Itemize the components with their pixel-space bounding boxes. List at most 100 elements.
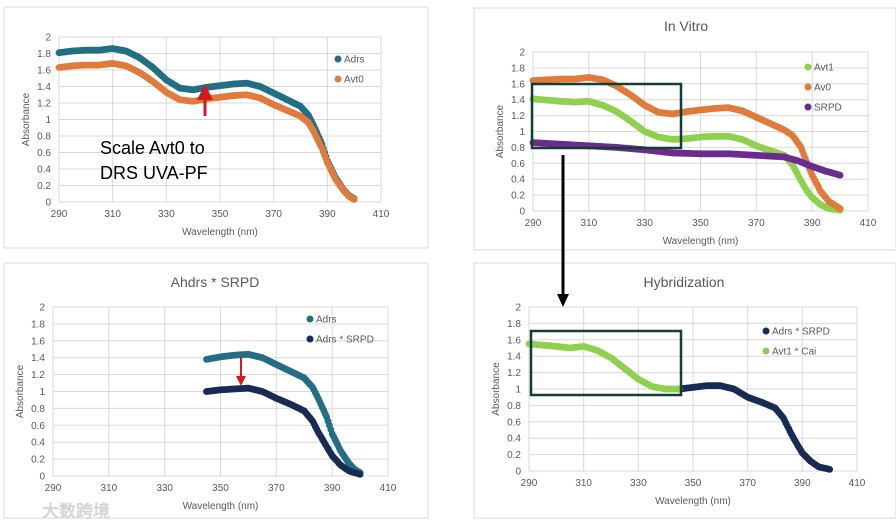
x-tick-label: 390 [324, 483, 341, 494]
legend-label: Avt1 * Cai [772, 347, 816, 358]
y-tick-label: 2 [519, 48, 525, 59]
x-tick-label: 350 [212, 209, 229, 220]
y-tick-label: 0.8 [31, 404, 45, 415]
y-tick-label: 1.8 [37, 49, 51, 60]
x-tick-label: 310 [104, 209, 121, 220]
data-point [356, 470, 364, 478]
series-av0 [529, 74, 844, 213]
highlight-box-in-vitro [530, 82, 683, 150]
highlight-box-hybridization [529, 329, 683, 397]
legend-label: Adrs * SRPD [772, 327, 830, 338]
x-tick-label: 390 [804, 218, 821, 229]
x-tick-label: 390 [319, 209, 336, 220]
x-tick-label: 350 [692, 218, 709, 229]
legend-marker [762, 347, 770, 355]
y-tick-label: 0.4 [31, 438, 45, 449]
y-tick-label: 0.4 [37, 165, 51, 176]
x-axis-title: Wavelength (nm) [663, 236, 739, 247]
x-tick-label: 310 [580, 218, 597, 229]
x-tick-label: 290 [51, 209, 68, 220]
y-tick-label: 2 [45, 33, 51, 44]
watermark-logo: 大数跨境 [42, 501, 110, 521]
legend-marker [804, 63, 812, 71]
x-tick-label: 410 [380, 483, 397, 494]
legend-marker [334, 75, 342, 83]
data-point [350, 196, 358, 203]
chart-2: 0 0.2 0.4 0.6 0.8 1 1.2 1.4 1.6 1.8 2 290 310 330 350 3… [473, 7, 896, 251]
series-adrs [55, 45, 358, 203]
y-tick-label: 0.4 [511, 175, 525, 186]
series-adrs-srpd [675, 382, 834, 473]
x-tick-label: 370 [268, 483, 285, 494]
red-down-arrow-head [236, 376, 246, 386]
x-tick-label: 370 [739, 478, 756, 489]
chart-title: Hybridization [644, 274, 725, 290]
series-avt0 [55, 60, 358, 203]
y-tick-label: 2 [515, 303, 521, 314]
y-tick-label: 1.4 [507, 352, 521, 363]
x-tick-label: 290 [521, 478, 538, 489]
legend-marker [334, 55, 342, 63]
y-tick-label: 0.2 [507, 450, 521, 461]
y-tick-label: 1.8 [31, 319, 45, 330]
connector-arrow-head [557, 294, 569, 307]
chart-panel [473, 7, 896, 251]
x-tick-label: 330 [630, 478, 647, 489]
y-tick-label: 0 [519, 207, 525, 218]
legend-label: Av0 [814, 83, 831, 94]
x-tick-label: 310 [575, 478, 592, 489]
y-tick-label: 1.6 [31, 336, 45, 347]
y-tick-label: 1.2 [507, 368, 521, 379]
y-axis-title: Absorbance [15, 364, 26, 418]
y-tick-label: 1 [45, 115, 51, 126]
y-tick-label: 1.8 [507, 319, 521, 330]
y-tick-label: 2 [39, 303, 45, 314]
y-tick-label: 1 [39, 387, 45, 398]
legend-marker [762, 327, 770, 335]
y-tick-label: 1 [519, 127, 525, 138]
y-tick-label: 0.6 [511, 159, 525, 170]
x-axis-title: Wavelength (nm) [655, 496, 731, 507]
y-tick-label: 0.8 [37, 132, 51, 143]
y-tick-label: 1.2 [511, 111, 525, 122]
data-point [826, 465, 834, 473]
y-tick-label: 0.2 [31, 455, 45, 466]
y-tick-label: 1.2 [31, 370, 45, 381]
chart-4: 0 0.2 0.4 0.6 0.8 1 1.2 1.4 1.6 1.8 2 290 310 330 350 3… [473, 262, 896, 519]
data-point [836, 171, 844, 179]
legend-marker [306, 335, 314, 343]
y-tick-label: 0 [39, 472, 45, 483]
legend-label: SRPD [814, 103, 842, 114]
x-tick-label: 330 [156, 483, 173, 494]
chart-3: 0 0.2 0.4 0.6 0.8 1 1.2 1.4 1.6 1.8 2 290 310 330 350 3… [3, 262, 429, 519]
x-axis-title: Wavelength (nm) [183, 501, 259, 512]
legend-label: Adrs [316, 315, 337, 326]
legend-marker [804, 83, 812, 91]
annotation-layer: Scale Avt0 to DRS UVA-PF [100, 82, 683, 397]
y-tick-label: 1.6 [507, 335, 521, 346]
x-tick-label: 390 [794, 478, 811, 489]
x-tick-label: 410 [373, 209, 390, 220]
y-axis-title: Absorbance [491, 362, 502, 416]
x-tick-label: 350 [212, 483, 229, 494]
x-tick-label: 310 [100, 483, 117, 494]
chart-title: Ahdrs * SRPD [171, 274, 260, 290]
y-tick-label: 0.8 [511, 143, 525, 154]
legend-marker [804, 103, 812, 111]
y-tick-label: 1.6 [37, 66, 51, 77]
series-adrs-srpd [203, 384, 364, 478]
chart-title: In Vitro [664, 18, 708, 34]
y-tick-label: 1.2 [37, 99, 51, 110]
data-point [836, 205, 844, 213]
x-tick-label: 290 [45, 483, 62, 494]
x-tick-label: 290 [525, 218, 542, 229]
y-tick-label: 0.2 [511, 191, 525, 202]
x-tick-label: 330 [158, 209, 175, 220]
x-tick-label: 370 [748, 218, 765, 229]
y-tick-label: 0.6 [37, 148, 51, 159]
red-up-arrow-head [197, 84, 213, 100]
x-tick-label: 330 [636, 218, 653, 229]
y-tick-label: 0.4 [507, 434, 521, 445]
y-tick-label: 0 [45, 198, 51, 209]
y-tick-label: 1.8 [511, 63, 525, 74]
